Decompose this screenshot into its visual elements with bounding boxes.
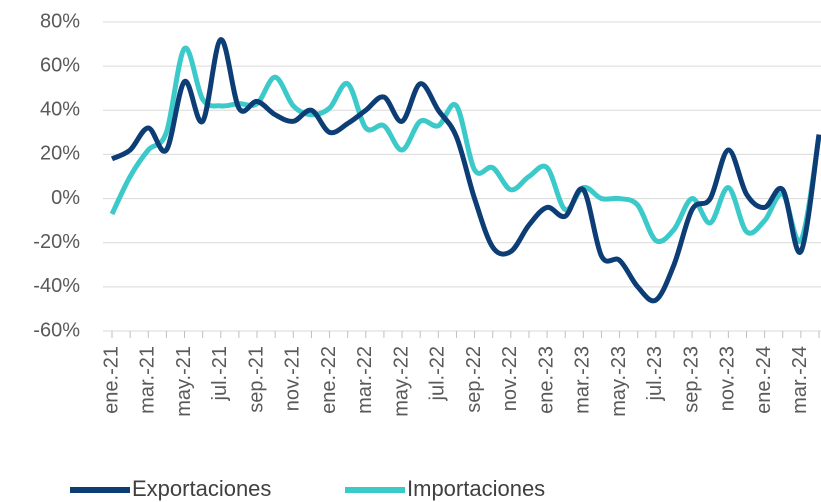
x-tick-label: ene.-24 xyxy=(753,346,775,414)
y-tick-label: 0% xyxy=(51,187,80,209)
x-tick-label: mar.-23 xyxy=(572,346,594,414)
line xyxy=(110,37,821,304)
x-tick-label: mar.-24 xyxy=(789,346,811,414)
x-tick-label: nov.-21 xyxy=(282,346,304,411)
x-tick-label: jul.-22 xyxy=(427,346,449,401)
x-tick-label: mar.-21 xyxy=(137,346,159,414)
y-tick-label: -40% xyxy=(33,275,80,297)
y-tick-label: 20% xyxy=(40,143,80,165)
x-tick-label: sep.-23 xyxy=(680,346,702,413)
x-tick-label: ene.-22 xyxy=(318,346,340,414)
x-tick-label: jul.-21 xyxy=(209,346,231,401)
x-tick-label: ene.-23 xyxy=(535,346,557,414)
legend-label: Exportaciones xyxy=(132,476,271,501)
x-tick-label: jul.-23 xyxy=(644,346,666,401)
x-tick-label: may.-21 xyxy=(173,346,195,417)
x-tick-label: sep.-22 xyxy=(463,346,485,413)
y-tick-label: 60% xyxy=(40,54,80,76)
y-tick-label: -60% xyxy=(33,319,80,341)
x-tick-label: may.-23 xyxy=(608,346,630,417)
y-tick-label: 80% xyxy=(40,10,80,32)
x-tick-label: ene.-21 xyxy=(100,346,122,414)
legend-label: Importaciones xyxy=(407,476,545,501)
x-tick-label: nov.-23 xyxy=(717,346,739,411)
x-tick-label: mar.-22 xyxy=(354,346,376,414)
x-tick-label: may.-22 xyxy=(390,346,412,417)
x-tick-label: sep.-21 xyxy=(245,346,267,413)
y-tick-label: 40% xyxy=(40,99,80,121)
y-tick-label: -20% xyxy=(33,231,80,253)
line xyxy=(109,45,821,245)
x-tick-label: nov.-22 xyxy=(499,346,521,411)
